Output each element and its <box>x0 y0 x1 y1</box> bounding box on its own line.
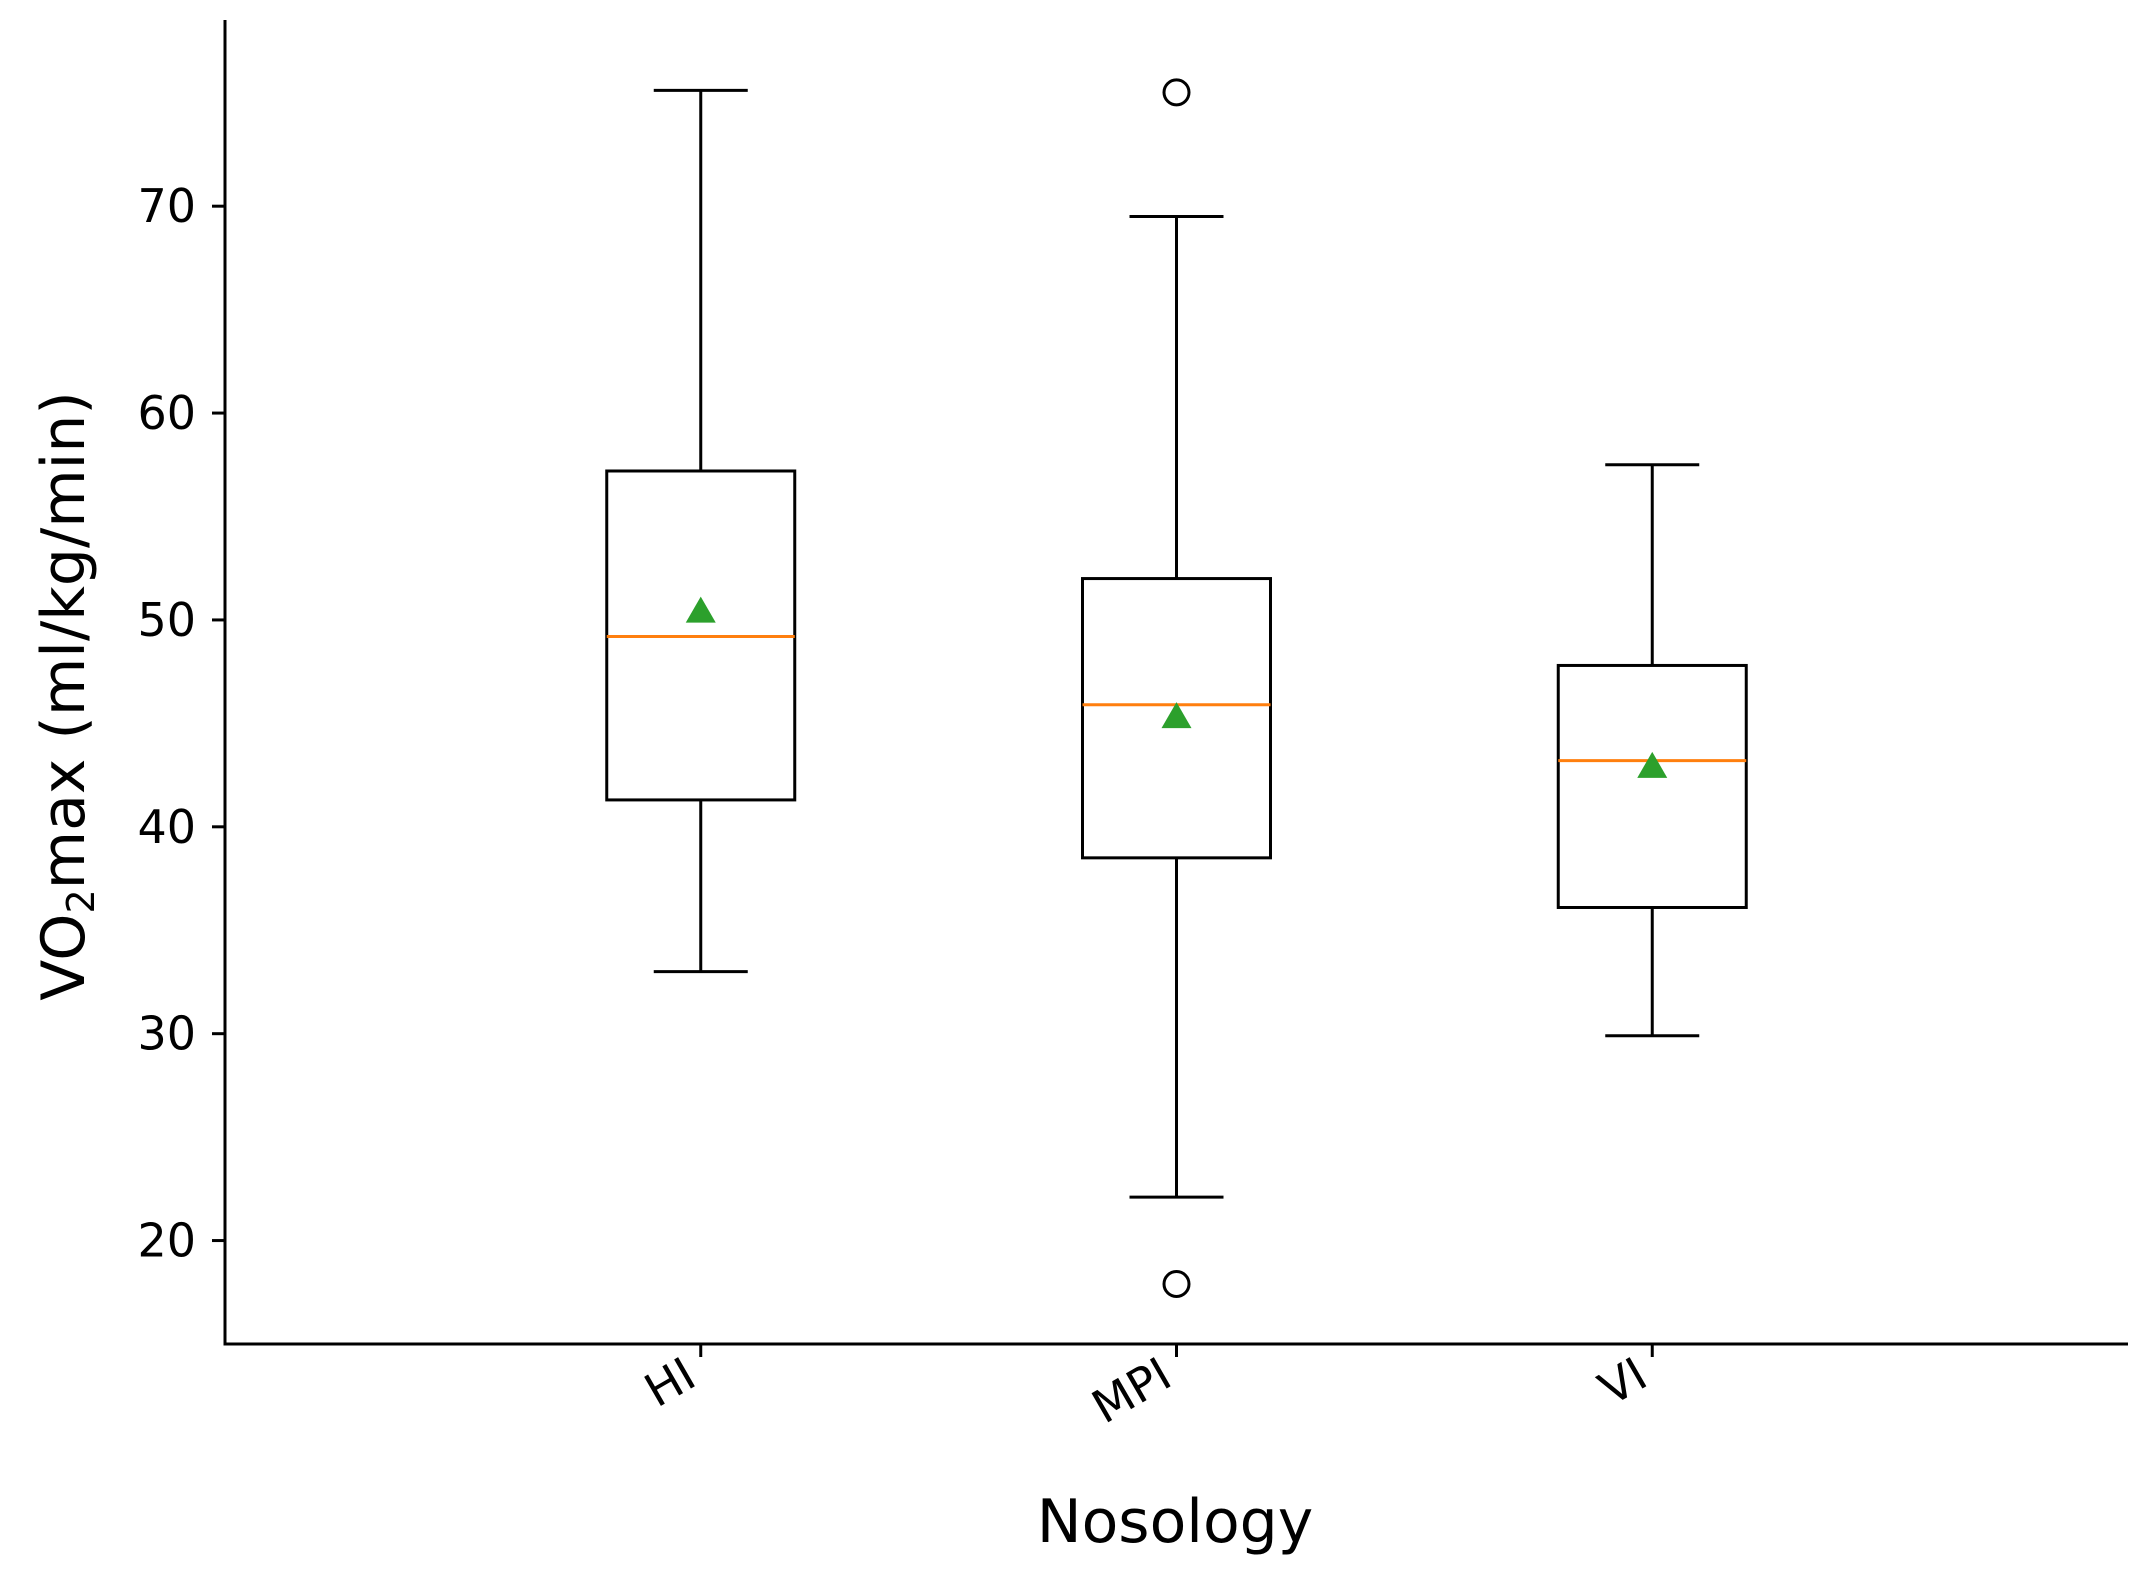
y-axis-title-rest: max (ml/kg/min) <box>29 391 99 889</box>
mean-marker <box>1637 751 1668 778</box>
y-axis-title-main: VO <box>29 914 99 1001</box>
x-tick-label: VI <box>1590 1347 1656 1416</box>
y-tick-label: 60 <box>137 386 196 440</box>
y-axis-title: VO2max (ml/kg/min) <box>29 391 103 1001</box>
box-iqr <box>1081 577 1272 860</box>
x-tick-label: HI <box>636 1347 705 1418</box>
y-tick-label: 20 <box>137 1214 196 1268</box>
y-axis-title-subscript: 2 <box>59 889 103 913</box>
y-tick-label: 40 <box>137 800 196 854</box>
box-hi <box>605 88 797 974</box>
y-tick-label: 50 <box>137 593 196 647</box>
mean-marker <box>1161 702 1192 729</box>
boxes <box>605 78 1748 1299</box>
x-tick-label: MPI <box>1083 1347 1180 1434</box>
x-axis-title: Nosology <box>1037 1487 1314 1557</box>
outlier-point <box>1162 1270 1191 1299</box>
box-vi <box>1556 463 1748 1038</box>
y-tick-label: 30 <box>137 1007 196 1061</box>
box-iqr <box>1556 663 1748 909</box>
outlier-point <box>1162 78 1191 107</box>
y-tick-label: 70 <box>137 179 196 233</box>
y-ticks: 20 30 40 50 60 70 <box>137 179 225 1268</box>
mean-marker <box>685 596 716 623</box>
x-ticks: HI MPI VI <box>636 1344 1656 1434</box>
box-mpi <box>1081 78 1272 1299</box>
